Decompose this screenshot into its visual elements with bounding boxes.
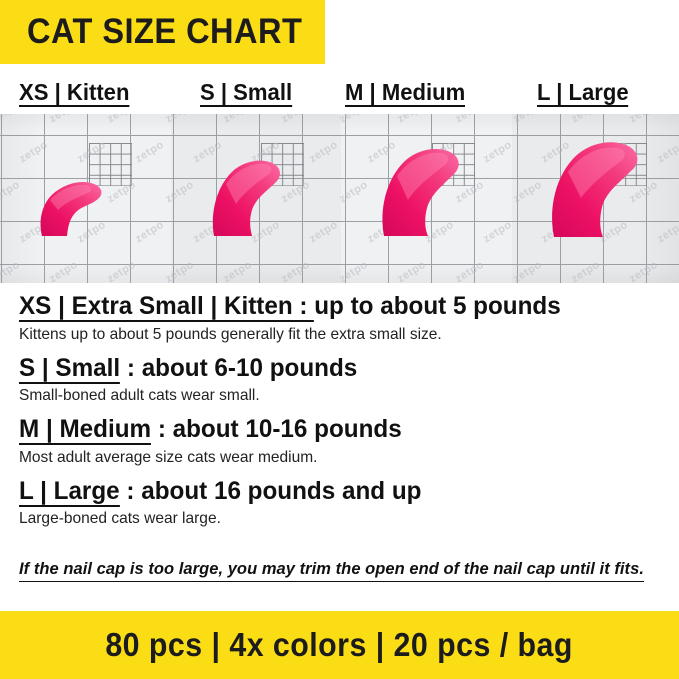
nail-cap-m — [382, 148, 459, 236]
nail-cap-xs — [40, 182, 102, 236]
description-xs-heading-underlined: XS | Extra Small | Kitten : — [19, 292, 315, 322]
size-label-row: XS | Kitten S | Small M | Medium L | Lar… — [0, 80, 679, 110]
description-m-heading-underlined: M | Medium — [19, 415, 152, 445]
description-m-heading-rest: : about 10-16 pounds — [151, 415, 402, 443]
size-label-l: L | Large — [537, 80, 629, 108]
product-image-strip: zetpo zetpo zetpo zetpo zetpo zetpo zetpo zetpo… — [0, 114, 679, 283]
description-s-sub: Small-boned adult cats wear small. — [19, 387, 260, 404]
description-s-heading-underlined: S | Small — [19, 353, 121, 384]
description-l-heading: L | Large : about 16 pounds and up — [19, 476, 659, 507]
description-l: L | Large : about 16 pounds and up Large… — [0, 476, 679, 530]
page-title: CAT SIZE CHART — [26, 12, 303, 51]
description-m: M | Medium : about 10-16 pounds Most adu… — [0, 415, 679, 468]
fine-grid-patch-xs — [89, 143, 132, 186]
description-s-heading: S | Small : about 6-10 pounds — [19, 353, 659, 384]
size-label-s: S | Small — [200, 80, 293, 108]
footer-quantity-text: 80 pcs | 4x colors | 20 pcs / bag — [105, 626, 574, 663]
nail-cap-s — [212, 160, 280, 236]
description-s-heading-rest: : about 6-10 pounds — [120, 353, 358, 382]
description-s: S | Small : about 6-10 pounds Small-bone… — [0, 353, 679, 407]
description-xs-sub: Kittens up to about 5 pounds generally f… — [19, 325, 442, 343]
description-l-heading-underlined: L | Large — [19, 476, 120, 507]
size-label-xs: XS | Kitten — [19, 80, 130, 108]
size-descriptions: XS | Extra Small | Kitten : up to about … — [0, 292, 679, 538]
nail-cap-l — [552, 142, 638, 237]
size-label-m: M | Medium — [345, 80, 466, 108]
description-xs-heading-rest: up to about 5 pounds — [314, 292, 561, 320]
description-xs-heading: XS | Extra Small | Kitten : up to about … — [19, 292, 659, 322]
description-l-sub: Large-boned cats wear large. — [19, 510, 221, 527]
description-m-sub: Most adult average size cats wear medium… — [19, 448, 318, 466]
trim-note: If the nail cap is too large, you may tr… — [19, 560, 644, 582]
description-l-heading-rest: : about 16 pounds and up — [119, 476, 422, 505]
header-banner: CAT SIZE CHART — [0, 0, 325, 64]
description-m-heading: M | Medium : about 10-16 pounds — [19, 415, 659, 445]
description-xs: XS | Extra Small | Kitten : up to about … — [0, 292, 679, 345]
footer-banner: 80 pcs | 4x colors | 20 pcs / bag — [0, 611, 679, 679]
